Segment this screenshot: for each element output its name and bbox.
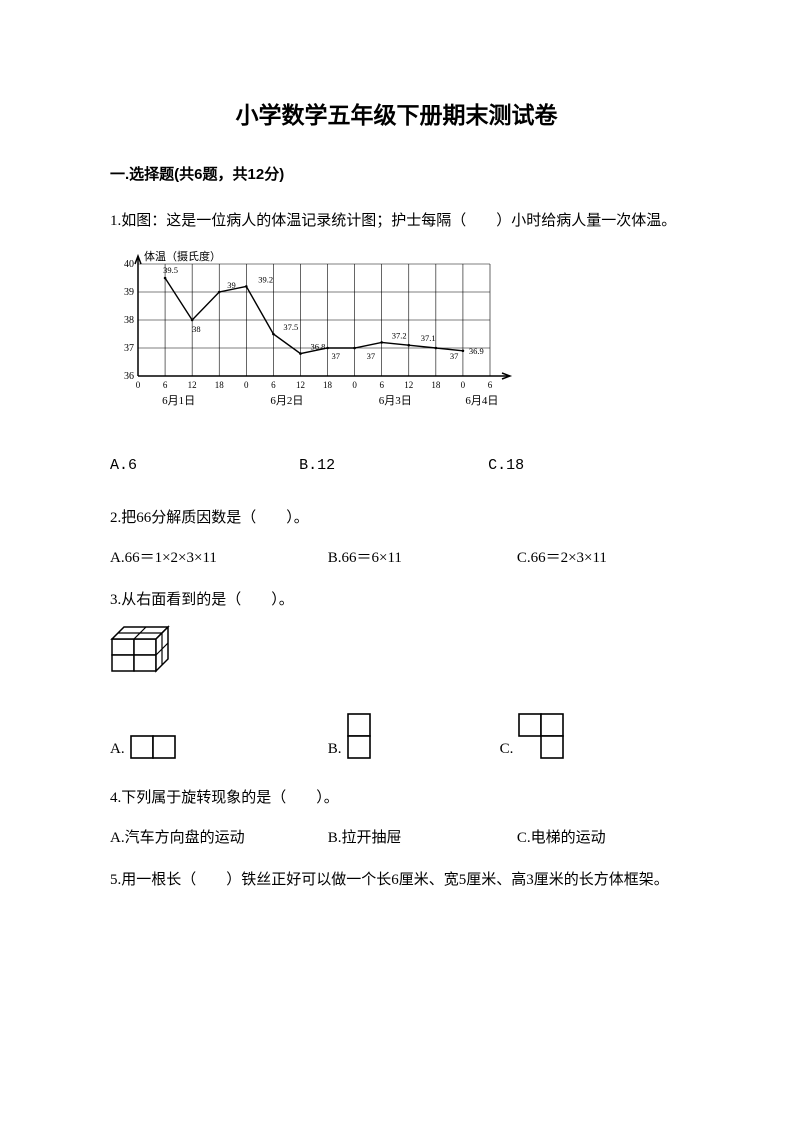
q4-opt-a: A.汽车方向盘的运动 [110, 823, 328, 853]
svg-text:0: 0 [352, 380, 357, 390]
q3-text: 3.从右面看到的是（ ）。 [110, 585, 683, 615]
q2-opt-a: A.66＝1×2×3×11 [110, 543, 328, 573]
svg-text:36.9: 36.9 [469, 346, 484, 356]
q2-opt-b: B.66＝6×11 [328, 543, 517, 573]
q3-opt-a: A. [110, 735, 328, 761]
svg-text:36.8: 36.8 [310, 342, 325, 352]
question-4: 4.下列属于旋转现象的是（ ）。 A.汽车方向盘的运动 B.拉开抽屉 C.电梯的… [110, 783, 683, 853]
svg-text:38: 38 [124, 315, 134, 326]
svg-text:38: 38 [192, 324, 201, 334]
shape-a-icon [130, 735, 178, 761]
q4-options: A.汽车方向盘的运动 B.拉开抽屉 C.电梯的运动 [110, 823, 683, 853]
q1-opt-a: A.6 [110, 451, 299, 481]
svg-text:37.5: 37.5 [283, 322, 298, 332]
q3-opt-c-label: C. [500, 742, 514, 761]
svg-text:37: 37 [124, 343, 134, 354]
svg-text:40: 40 [124, 259, 134, 270]
svg-text:6: 6 [488, 380, 493, 390]
q1-options: A.6 B.12 C.18 [110, 451, 683, 481]
svg-text:6: 6 [163, 380, 168, 390]
svg-text:12: 12 [404, 380, 413, 390]
q2-text: 2.把66分解质因数是（ ）。 [110, 503, 683, 533]
q3-cuboid [110, 625, 683, 691]
q1-chart: 体温（摄氏度） 36 37 38 39 40 0 6 12 18 0 6 12 18 0 6 12 18 0 6 6月1… [110, 246, 683, 431]
svg-text:0: 0 [244, 380, 249, 390]
q2-opt-c: C.66＝2×3×11 [517, 543, 683, 573]
svg-text:体温（摄氏度）: 体温（摄氏度） [144, 249, 221, 263]
q4-opt-c: C.电梯的运动 [517, 823, 683, 853]
svg-text:37.2: 37.2 [392, 331, 407, 341]
q1-text: 1.如图：这是一位病人的体温记录统计图；护士每隔（ ）小时给病人量一次体温。 [110, 206, 683, 236]
svg-text:39: 39 [227, 280, 236, 290]
svg-text:12: 12 [296, 380, 305, 390]
svg-text:39: 39 [124, 287, 134, 298]
svg-text:0: 0 [136, 380, 141, 390]
q1-opt-c: C.18 [488, 451, 677, 481]
q2-options: A.66＝1×2×3×11 B.66＝6×11 C.66＝2×3×11 [110, 543, 683, 573]
q3-opt-b: B. [328, 713, 500, 761]
svg-text:37: 37 [367, 351, 376, 361]
svg-text:6: 6 [379, 380, 384, 390]
q1-opt-b: B.12 [299, 451, 488, 481]
q3-opt-b-label: B. [328, 742, 342, 761]
temperature-line-chart: 体温（摄氏度） 36 37 38 39 40 0 6 12 18 0 6 12 18 0 6 12 18 0 6 6月1… [110, 246, 540, 431]
shape-c-icon [518, 713, 566, 761]
page-title: 小学数学五年级下册期末测试卷 [110, 95, 683, 136]
svg-text:18: 18 [431, 380, 441, 390]
question-3: 3.从右面看到的是（ ）。 A. B. C. [110, 585, 683, 761]
q3-options: A. B. C. [110, 713, 683, 761]
svg-text:37: 37 [332, 351, 341, 361]
svg-text:6月3日: 6月3日 [379, 395, 412, 407]
question-5: 5.用一根长（ ）铁丝正好可以做一个长6厘米、宽5厘米、高3厘米的长方体框架。 [110, 865, 683, 895]
q5-text: 5.用一根长（ ）铁丝正好可以做一个长6厘米、宽5厘米、高3厘米的长方体框架。 [110, 865, 683, 895]
svg-text:37: 37 [450, 351, 459, 361]
section-header: 一.选择题(共6题，共12分) [110, 161, 683, 188]
svg-text:18: 18 [215, 380, 225, 390]
shape-b-icon [347, 713, 395, 761]
q4-text: 4.下列属于旋转现象的是（ ）。 [110, 783, 683, 813]
svg-text:36: 36 [124, 371, 134, 382]
svg-text:6: 6 [271, 380, 276, 390]
q3-opt-c: C. [500, 713, 683, 761]
svg-text:6月1日: 6月1日 [162, 395, 195, 407]
svg-text:39.2: 39.2 [258, 275, 273, 285]
svg-text:0: 0 [461, 380, 466, 390]
q4-opt-b: B.拉开抽屉 [328, 823, 517, 853]
q3-opt-a-label: A. [110, 742, 125, 761]
svg-text:37.1: 37.1 [421, 334, 436, 344]
svg-text:6月2日: 6月2日 [270, 395, 303, 407]
question-1: 1.如图：这是一位病人的体温记录统计图；护士每隔（ ）小时给病人量一次体温。 体… [110, 206, 683, 481]
question-2: 2.把66分解质因数是（ ）。 A.66＝1×2×3×11 B.66＝6×11 … [110, 503, 683, 573]
cuboid-icon [110, 625, 195, 680]
svg-text:12: 12 [188, 380, 197, 390]
svg-text:39.5: 39.5 [163, 265, 178, 275]
svg-text:6月4日: 6月4日 [465, 395, 498, 407]
svg-text:18: 18 [323, 380, 333, 390]
